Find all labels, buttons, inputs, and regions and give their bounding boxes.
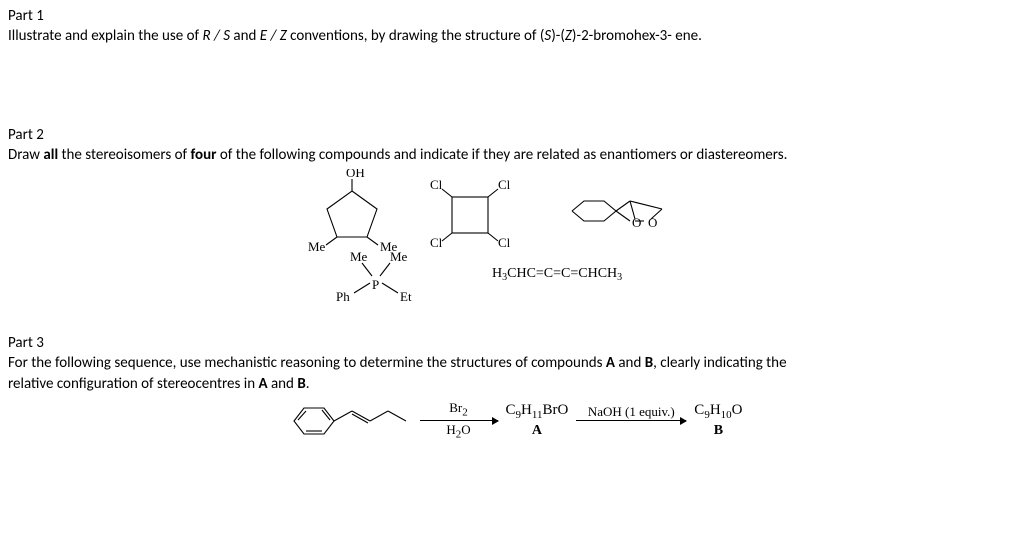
svg-text:Me: Me [308,239,326,254]
svg-text:Cl: Cl [498,177,511,192]
spacer2 [8,309,1016,331]
part1-text: Illustrate and explain the use of [8,27,203,45]
part1-prompt: Illustrate and explain the use of R / S … [8,26,1016,46]
part3-B2: B [297,375,305,393]
struct-phosphine: P Ph Et Me Me [336,249,412,304]
part3-text3: relative configuration of stereocentres … [8,375,258,393]
part3-text4: . [306,375,310,393]
part2-text3: of the following compounds and indicate … [216,146,787,164]
part3-prompt: For the following sequence, use mechanis… [8,353,1016,394]
svg-text:Cl: Cl [430,235,443,250]
arrow1: Br2 H2O [420,401,498,441]
struct-cyclopentane: OH Me Me [308,169,398,254]
start-structure [282,396,412,446]
svg-text:OH: OH [346,169,365,180]
part2-heading: Part 2 [8,125,1016,145]
part3-A2: A [258,375,267,393]
svg-text:Cl: Cl [498,235,511,250]
structures-svg: OH Me Me Cl Cl Cl Cl [272,169,752,309]
part1-text4: )-( [551,27,565,45]
svg-text:Cl: Cl [430,177,443,192]
spacer [8,47,1016,123]
struct-bicyclic: O O [572,201,662,230]
part1-z: Z [565,27,572,45]
svg-text:Me: Me [390,249,408,264]
reaction-scheme: Br2 H2O C9H11BrO A NaOH (1 equiv.) C9H10… [8,396,1016,446]
part1-heading: Part 1 [8,6,1016,26]
product-b: C9H10O B [694,403,742,438]
part2-text: Draw [8,146,43,164]
part3-and2: and [268,375,298,393]
part3-and: and [615,354,645,372]
arrow1-bot: H2O [446,423,470,441]
svg-text:O: O [632,215,641,230]
productA-label: A [532,424,542,439]
part3-heading: Part 3 [8,333,1016,353]
part1-text3: conventions, by drawing the structure of… [287,27,545,45]
productB-formula: C9H10O [694,403,742,422]
arrow-line-icon [576,420,686,421]
svg-text:Ph: Ph [336,289,350,304]
part3-text2: , clearly indicating the [653,354,786,372]
part1-ez: E / Z [260,27,287,45]
part1-text2: and [230,27,260,45]
struct-cyclobutane: Cl Cl Cl Cl [430,177,511,250]
svg-text:Me: Me [350,249,368,264]
arrow-line-icon [420,420,498,421]
arrow1-top: Br2 [449,401,468,419]
struct-allene: H3CHC=C=C=CHCH3 [492,266,622,283]
arrow2-bot [630,423,633,436]
product-a: C9H11BrO A [506,403,569,438]
arrow2-top: NaOH (1 equiv.) [588,405,675,418]
part2-all: all [43,146,58,164]
productA-formula: C9H11BrO [506,403,569,422]
arrow2: NaOH (1 equiv.) [576,405,686,436]
svg-text:P: P [372,277,379,292]
part1-text5: )-2-bromohex-3- ene. [572,27,702,45]
part2-prompt: Draw all the stereoisomers of four of th… [8,145,1016,165]
part2-text2: the stereoisomers of [58,146,190,164]
part3-text: For the following sequence, use mechanis… [8,354,606,372]
svg-text:Et: Et [400,289,412,304]
part3-A: A [606,354,615,372]
part2-figures: OH Me Me Cl Cl Cl Cl [8,169,1016,309]
productB-label: B [714,424,723,439]
page-root: Part 1 Illustrate and explain the use of… [0,0,1024,454]
part3-B: B [645,354,653,372]
part1-rs: R / S [203,27,231,45]
part2-four: four [191,146,217,164]
